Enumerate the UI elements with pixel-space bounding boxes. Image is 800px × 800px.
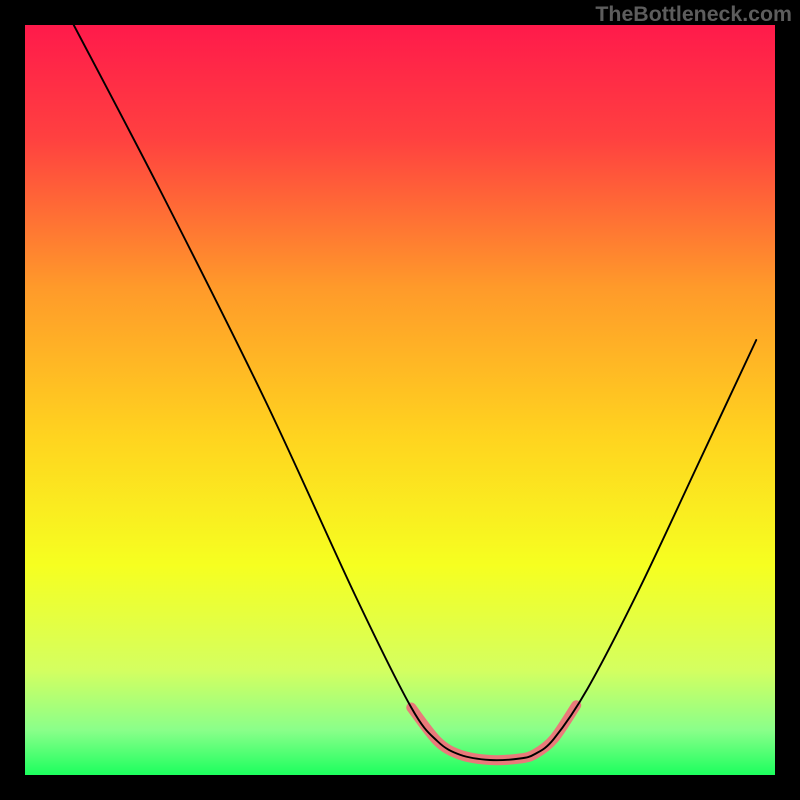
main-curve [74, 25, 757, 760]
chart-container: TheBottleneck.com [0, 0, 800, 800]
watermark-text: TheBottleneck.com [595, 2, 792, 27]
highlight-segment [411, 705, 576, 760]
curve-layer [25, 25, 775, 775]
plot-area [25, 25, 775, 775]
